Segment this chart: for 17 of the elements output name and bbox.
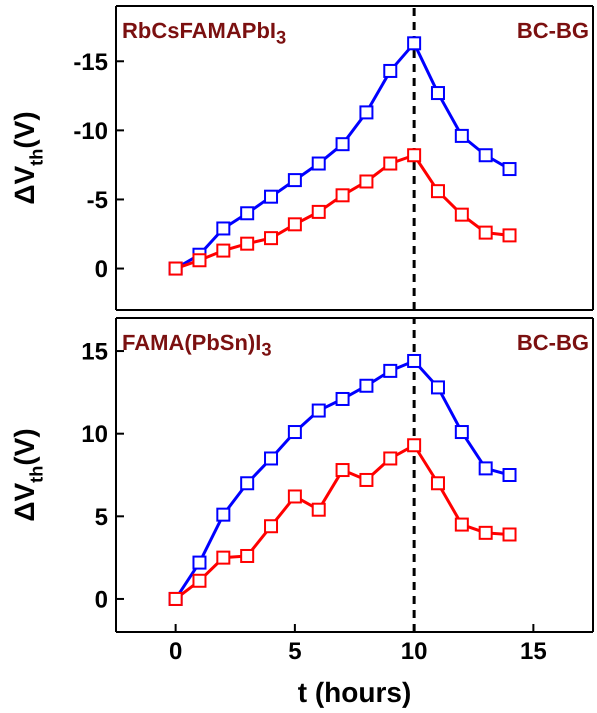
y-tick-label: 0	[94, 586, 108, 614]
y-tick-label: -15	[73, 48, 108, 76]
annotation: BC-BG	[516, 18, 589, 44]
annotation: RbCsFAMAPbI$_{3}$	[122, 18, 286, 48]
x-tick-label: 15	[520, 638, 547, 666]
annotation: FAMA(PbSn)I$_{3}$	[122, 330, 272, 360]
x-tick-label: 5	[288, 638, 302, 666]
x-axis-title: t (hours)	[298, 677, 412, 708]
y-tick-label: 0	[94, 256, 108, 284]
y-tick-label: -10	[73, 118, 108, 145]
x-tick-label: 0	[168, 638, 182, 666]
y-tick-label: 15	[81, 338, 108, 366]
annotation: BC-BG	[516, 330, 589, 356]
y-tick-label: 10	[81, 421, 108, 448]
y-tick-label: 5	[94, 504, 108, 531]
x-tick-label: 10	[400, 638, 428, 666]
y-tick-label: -5	[86, 186, 108, 214]
